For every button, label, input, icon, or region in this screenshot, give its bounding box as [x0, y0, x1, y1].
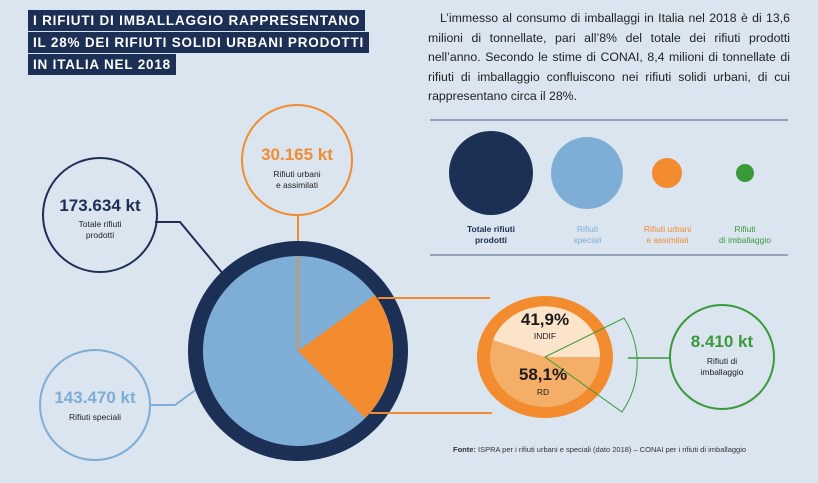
headline: I RIFIUTI DI IMBALLAGGIO RAPPRESENTANO I… [28, 10, 370, 76]
totale-label: Totale rifiuti prodotti [50, 219, 150, 241]
rd-label: RD [536, 387, 550, 397]
headline-line-2: IL 28% DEI RIFIUTI SOLIDI URBANI PRODOTT… [28, 32, 370, 53]
source-note: Fonte: ISPRA per i rifiuti urbani e spec… [453, 445, 746, 454]
legend-label-line: e assimilati [646, 235, 689, 245]
source-text: ISPRA per i rifiuti urbani e speciali (d… [475, 445, 747, 454]
urbani-label: Rifiuti urbani e assimilati [247, 169, 347, 191]
legend-label-urbani: Rifiuti urbani e assimilati [630, 224, 705, 246]
indif-value: 41,9% [520, 310, 570, 329]
legend-label-line: Rifiuti urbani [643, 224, 692, 234]
intro-paragraph: L’immesso al consumo di imballaggi in It… [428, 11, 790, 103]
speciali-label: Rifiuti speciali [69, 412, 121, 422]
callout-circle-totale [42, 157, 158, 273]
legend-label-totale: Totale rifiuti prodotti [451, 224, 531, 246]
speciali-value: 143.470 kt [54, 388, 136, 407]
imballaggio-wedge [544, 317, 638, 413]
connector-totale [155, 221, 225, 276]
label-line: imballaggio [700, 367, 744, 377]
legend-dot-urbani [652, 158, 682, 188]
callout-circle-speciali [39, 349, 151, 461]
legend-label-imballaggio: Rifiuti di imballaggio [707, 224, 783, 246]
legend-label-line: Rifiuti [734, 224, 756, 234]
legend-label-line: Rifiuti [576, 224, 599, 234]
legend-dot-totale [449, 131, 533, 215]
totale-value: 173.634 kt [59, 196, 141, 215]
legend-label-line: prodotti [474, 235, 508, 245]
urbani-value: 30.165 kt [261, 145, 333, 164]
callout-circle-imballaggio [669, 304, 775, 410]
label-line: Rifiuti urbani [273, 169, 321, 179]
callout-circle-urbani [241, 104, 353, 216]
headline-line-3: IN ITALIA NEL 2018 [28, 54, 176, 75]
legend-label-line: di imballaggio [719, 235, 771, 245]
imballaggio-value: 8.410 kt [690, 332, 754, 351]
imballaggio-label: Rifiuti di imballaggio [672, 356, 772, 378]
source-label: Fonte: [453, 445, 476, 454]
label-line: prodotti [85, 230, 115, 240]
legend-label-speciali: Rifiuti speciali [550, 224, 625, 246]
indif-slice [493, 306, 601, 357]
legend-label-line: speciali [573, 235, 602, 245]
indif-label: INDIF [533, 331, 557, 341]
legend-label-line: Totale rifiuti [466, 224, 515, 234]
headline-line-1: I RIFIUTI DI IMBALLAGGIO RAPPRESENTANO [28, 10, 366, 31]
label-line: Rifiuti di [706, 356, 738, 366]
label-line: e assimilati [275, 180, 319, 190]
pie-urbani-slice [298, 295, 394, 418]
label-line: Totale rifiuti [78, 219, 122, 229]
rd-value: 58,1% [518, 365, 568, 384]
legend-dot-imballaggio [736, 164, 754, 182]
legend-dot-speciali [551, 137, 623, 209]
